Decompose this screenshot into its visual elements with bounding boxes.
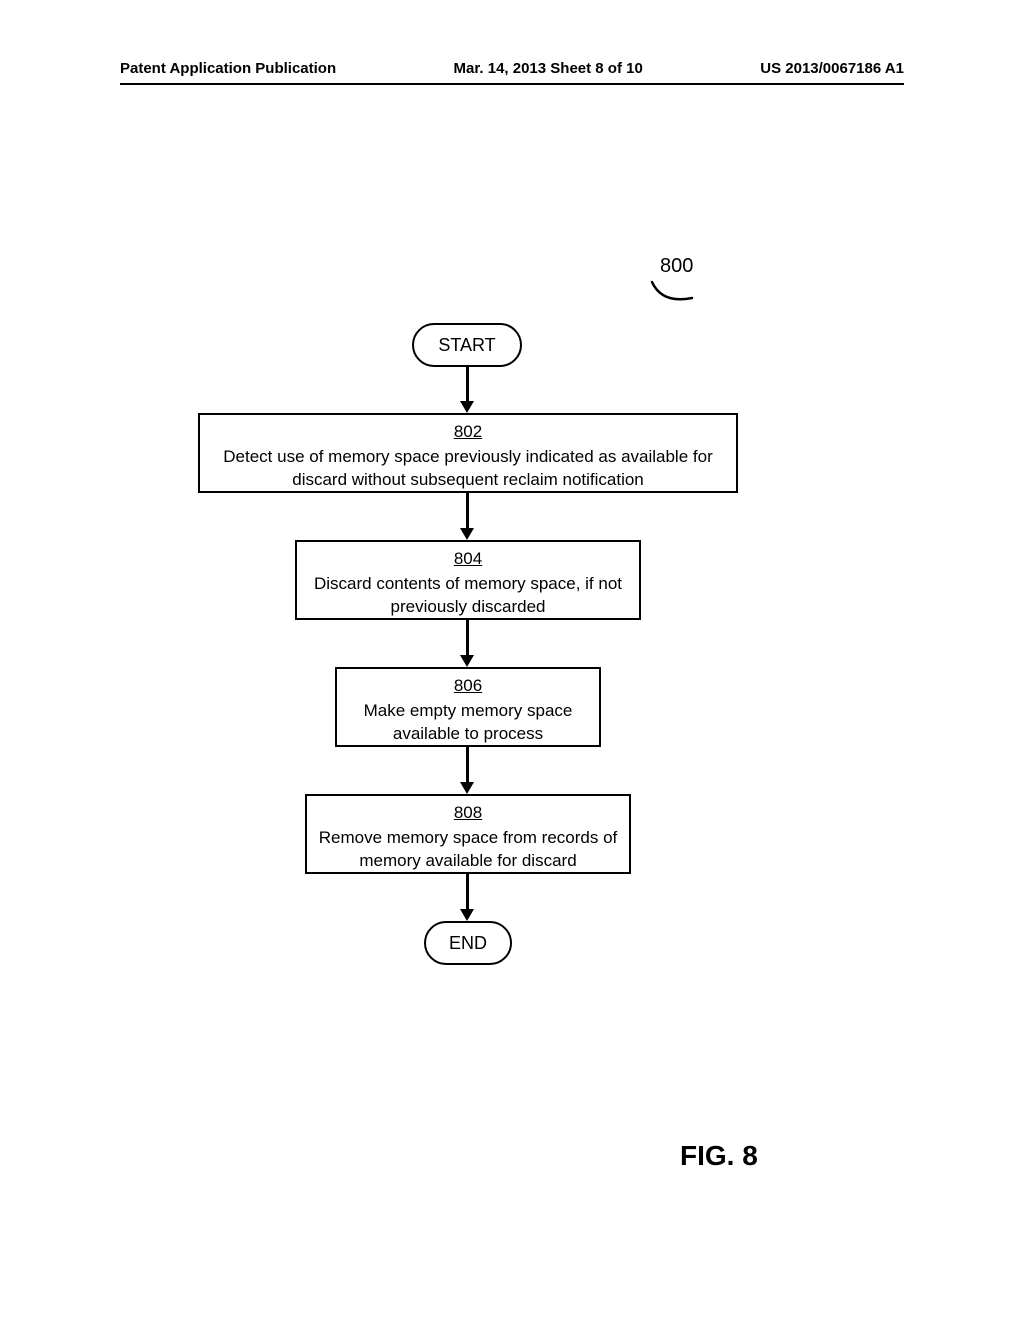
page-header: Patent Application Publication Mar. 14, … xyxy=(120,60,904,85)
arrow-head-2 xyxy=(460,655,474,667)
figure-label: FIG. 8 xyxy=(680,1140,758,1172)
step-number: 804 xyxy=(307,548,629,571)
step-text: Detect use of memory space previously in… xyxy=(223,447,712,489)
step-number: 806 xyxy=(347,675,589,698)
arrow-line-3 xyxy=(466,747,469,782)
ref-curve xyxy=(650,280,694,304)
step-number: 808 xyxy=(317,802,619,825)
step-text: Discard contents of memory space, if not… xyxy=(314,574,622,616)
arrow-line-0 xyxy=(466,367,469,401)
step-number: 802 xyxy=(210,421,726,444)
start-terminator: START xyxy=(412,323,522,367)
process-808: 808 Remove memory space from records of m… xyxy=(305,794,631,874)
flowchart-diagram: 800 START 802 Detect use of memory space pr… xyxy=(120,145,904,1045)
arrow-head-4 xyxy=(460,909,474,921)
arrow-head-1 xyxy=(460,528,474,540)
header-left: Patent Application Publication xyxy=(120,60,336,77)
arrow-head-0 xyxy=(460,401,474,413)
header-center: Mar. 14, 2013 Sheet 8 of 10 xyxy=(454,60,643,77)
step-text: Make empty memory space available to pro… xyxy=(364,701,573,743)
process-806: 806 Make empty memory space available to … xyxy=(335,667,601,747)
process-804: 804 Discard contents of memory space, if … xyxy=(295,540,641,620)
header-right: US 2013/0067186 A1 xyxy=(760,60,904,77)
diagram-ref-number: 800 xyxy=(660,255,693,278)
arrow-head-3 xyxy=(460,782,474,794)
end-terminator: END xyxy=(424,921,512,965)
arrow-line-2 xyxy=(466,620,469,655)
arrow-line-1 xyxy=(466,493,469,528)
process-802: 802 Detect use of memory space previously… xyxy=(198,413,738,493)
step-text: Remove memory space from records of memo… xyxy=(319,828,618,870)
arrow-line-4 xyxy=(466,874,469,909)
